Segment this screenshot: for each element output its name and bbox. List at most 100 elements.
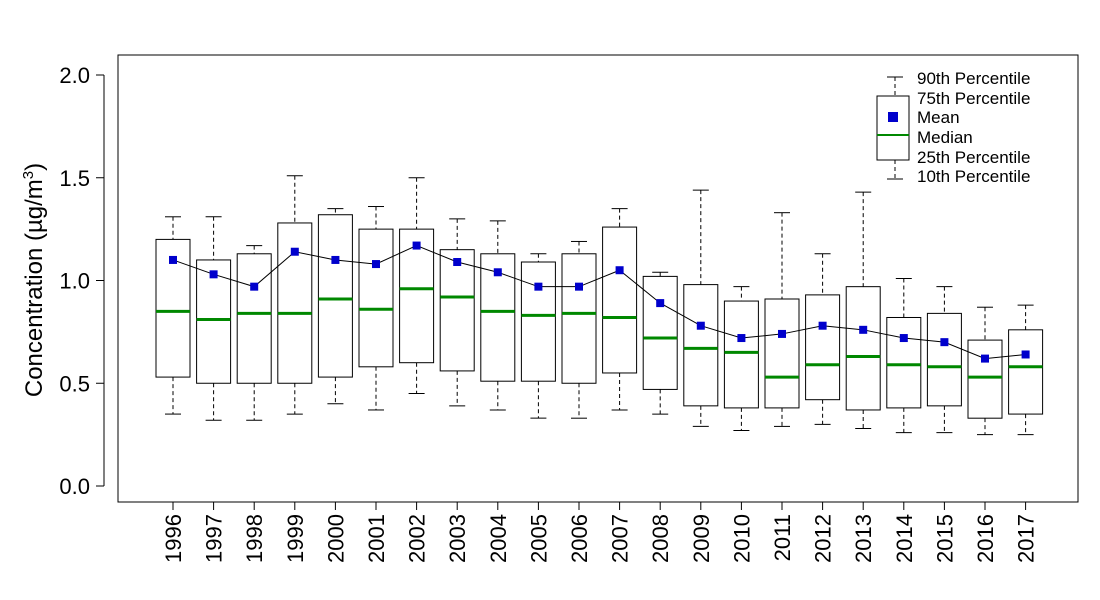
- box-body: [683, 284, 719, 407]
- legend-label-median: Median: [917, 128, 973, 147]
- mean-point: [981, 354, 989, 363]
- mean-point: [412, 241, 421, 250]
- mean-point: [656, 299, 665, 308]
- mean-series: [169, 241, 1030, 363]
- x-tick-label: 2017: [1014, 514, 1039, 563]
- mean-point: [696, 321, 705, 330]
- mean-point: [899, 334, 908, 343]
- box-body: [399, 228, 435, 364]
- box-2006: [561, 240, 597, 419]
- box-2005: [520, 253, 556, 419]
- box-2013: [845, 191, 881, 429]
- box-body: [277, 222, 313, 384]
- box-body: [1008, 329, 1044, 415]
- y-tick-label: 1.0: [59, 269, 90, 294]
- x-tick-label: 2013: [851, 514, 876, 563]
- box-2012: [805, 253, 841, 425]
- mean-point: [778, 329, 786, 338]
- legend-mean-marker: [888, 112, 898, 122]
- x-tick-label: 2004: [486, 514, 511, 563]
- box-2004: [480, 220, 516, 411]
- box-body: [602, 226, 638, 374]
- x-tick-label: 2000: [323, 514, 348, 563]
- legend-label-p75: 75th Percentile: [917, 89, 1030, 108]
- plot-frame: [117, 54, 1079, 503]
- box-body: [439, 249, 475, 372]
- box-2016: [967, 306, 1003, 436]
- x-tick-label: 2010: [729, 514, 754, 563]
- x-tick-label: 2003: [445, 514, 470, 563]
- x-tick-label: 2009: [689, 514, 714, 563]
- y-tick-label: 0.5: [59, 371, 90, 396]
- box-2001: [358, 206, 394, 411]
- x-tick-label: 2001: [364, 514, 389, 563]
- mean-point: [453, 258, 462, 267]
- mean-point: [615, 266, 624, 275]
- y-axis-label-suffix: ): [21, 163, 48, 171]
- mean-point: [250, 282, 259, 291]
- box-1998: [236, 245, 272, 421]
- mean-point: [737, 334, 746, 343]
- x-tick-label: 2008: [648, 514, 673, 563]
- x-tick-label: 1998: [242, 514, 267, 563]
- y-axis-label-superscript: 3: [20, 171, 37, 179]
- box-1999: [277, 175, 313, 415]
- mean-point: [859, 325, 868, 334]
- mean-point: [534, 282, 543, 291]
- box-2011: [764, 212, 800, 427]
- x-tick-label: 1999: [283, 514, 308, 563]
- box-2017: [1008, 304, 1044, 436]
- box-body: [196, 259, 232, 384]
- box-body: [764, 298, 800, 409]
- box-1997: [196, 216, 232, 421]
- mean-point: [169, 255, 177, 264]
- box-body: [358, 228, 394, 368]
- box-body: [317, 214, 353, 378]
- legend-label-p10: 10th Percentile: [917, 167, 1030, 186]
- box-body: [886, 316, 922, 409]
- y-tick-label: 2.0: [59, 63, 90, 88]
- box-body: [926, 312, 962, 407]
- box-body: [561, 253, 597, 384]
- x-tick-label: 2006: [567, 514, 592, 563]
- box-body: [723, 300, 759, 409]
- legend: 90th Percentile 75th Percentile Mean Med…: [876, 69, 1030, 186]
- mean-line: [172, 245, 1026, 360]
- x-tick-label: 2007: [608, 514, 633, 563]
- x-tick-label: 2002: [405, 514, 430, 563]
- y-axis-label: Concentration (µg/m3): [20, 163, 48, 397]
- box-1996: [155, 216, 191, 415]
- legend-box: [876, 95, 910, 161]
- mean-point: [372, 260, 380, 269]
- box-2015: [926, 286, 962, 434]
- x-tick-label: 2014: [892, 514, 917, 563]
- x-axis: 1996 1997 1998 1999 2000 2001 2002 2003 2004 2005…: [161, 502, 1039, 563]
- x-tick-label: 1997: [202, 514, 227, 563]
- mean-point: [331, 255, 340, 264]
- box-body: [236, 253, 272, 384]
- x-tick-label: 2005: [526, 514, 551, 563]
- box-2010: [723, 286, 759, 432]
- legend-label-mean: Mean: [917, 108, 960, 127]
- x-tick-label: 2016: [973, 514, 998, 563]
- box-body: [805, 294, 841, 401]
- box-2014: [886, 277, 922, 434]
- legend-label-p90: 90th Percentile: [917, 69, 1030, 88]
- mean-point: [940, 338, 949, 347]
- mean-point: [290, 247, 299, 256]
- x-tick-label: 2012: [811, 514, 836, 563]
- x-tick-label: 2015: [932, 514, 957, 563]
- box-2003: [439, 218, 475, 407]
- box-body: [520, 261, 556, 382]
- y-tick-label: 0.0: [59, 474, 90, 499]
- legend-label-p25: 25th Percentile: [917, 148, 1030, 167]
- mean-point: [818, 321, 827, 330]
- mean-point: [493, 268, 502, 277]
- box-body: [642, 275, 678, 390]
- x-tick-label: 1996: [161, 514, 186, 563]
- box-body: [967, 339, 1003, 419]
- y-tick-label: 1.5: [59, 166, 90, 191]
- x-tick-label: 2011: [770, 514, 795, 561]
- box-2007: [602, 208, 638, 411]
